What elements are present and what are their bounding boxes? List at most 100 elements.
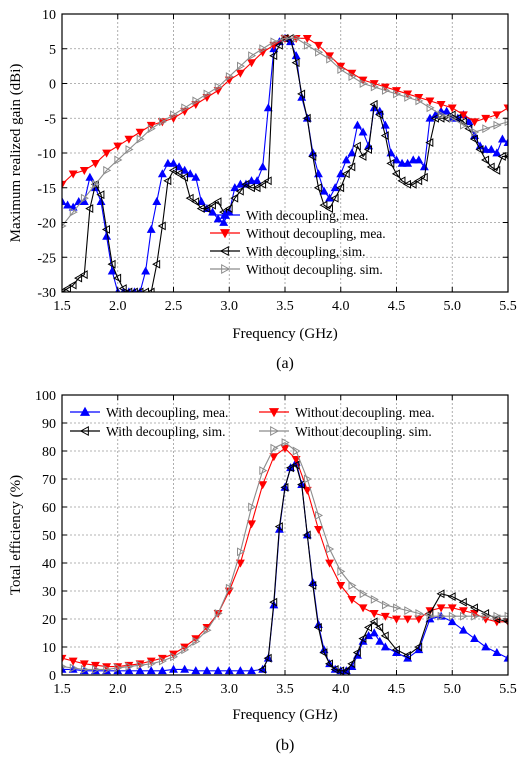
data-point [62, 284, 71, 292]
data-point [103, 165, 112, 175]
legend-label: With decoupling, mea. [106, 405, 228, 420]
data-point [369, 610, 379, 619]
data-point [259, 44, 268, 54]
data-point [437, 110, 446, 120]
data-point [292, 446, 301, 456]
x-tick-label: 4.5 [388, 682, 406, 697]
data-point [302, 34, 312, 43]
y-tick-label: 70 [42, 473, 56, 488]
data-point [414, 615, 424, 624]
data-point [269, 453, 279, 462]
data-point [68, 170, 78, 179]
data-point [330, 664, 339, 674]
data-point [146, 666, 156, 675]
data-point [280, 444, 290, 453]
data-point [157, 169, 167, 178]
legend-label: Without decoupling. mea. [295, 405, 435, 420]
data-point [492, 647, 502, 656]
data-point [163, 158, 173, 167]
data-point [393, 89, 402, 99]
data-point [447, 617, 457, 626]
legend-marker [219, 245, 229, 257]
data-point [141, 266, 151, 275]
data-point [157, 666, 167, 675]
data-point [415, 96, 424, 106]
y-tick-label: 90 [42, 417, 56, 432]
data-point [241, 179, 250, 189]
data-point [397, 158, 407, 167]
data-point [114, 663, 123, 673]
x-tick-label: 1.5 [53, 299, 71, 314]
legend-marker [79, 406, 91, 416]
data-point [326, 54, 335, 64]
legend-label: Without decoupling, mea. [246, 226, 386, 241]
data-point [375, 110, 384, 120]
data-point [471, 611, 480, 621]
data-point [147, 124, 156, 134]
data-point [302, 486, 312, 495]
data-point [469, 134, 478, 144]
data-point [258, 664, 267, 674]
data-point [291, 456, 301, 465]
data-point [503, 104, 508, 113]
data-point [471, 127, 480, 137]
data-point [113, 273, 122, 283]
data-point [341, 666, 350, 675]
data-point [358, 152, 367, 161]
y-axis-label: Maximum realized gain (dBi) [8, 64, 24, 243]
legend-item: With decoupling, mea. [70, 405, 228, 420]
data-point [341, 155, 351, 164]
data-point [85, 204, 94, 214]
data-point [359, 589, 368, 599]
data-point [258, 162, 268, 171]
data-point [147, 659, 156, 669]
data-point [380, 612, 390, 621]
data-point [337, 566, 346, 576]
x-tick-label: 3.0 [221, 299, 239, 314]
data-point [291, 460, 300, 470]
data-point [152, 197, 162, 206]
x-tick-label: 4.0 [332, 299, 350, 314]
data-point [493, 611, 502, 621]
data-point [353, 120, 362, 129]
data-point [129, 287, 138, 292]
legend-label: With decoupling, sim. [246, 244, 365, 259]
data-point [214, 608, 223, 618]
y-tick-label: 20 [42, 613, 56, 628]
data-point [297, 480, 306, 490]
data-point [464, 117, 474, 126]
x-tick-label: 2.5 [165, 299, 183, 314]
data-point [62, 197, 67, 206]
data-point [62, 664, 67, 673]
data-point [96, 190, 105, 200]
data-point [497, 134, 507, 143]
data-point [391, 169, 400, 179]
data-point [503, 137, 508, 146]
data-point [170, 652, 179, 662]
data-point [68, 280, 77, 290]
data-point [370, 594, 379, 604]
data-point [185, 193, 194, 203]
data-point [91, 160, 100, 169]
y-tick-label: 0 [49, 78, 56, 93]
data-point [391, 645, 400, 655]
y-tick-label: -25 [37, 251, 56, 266]
data-point [302, 113, 311, 123]
legend-item: Without decoupling. sim. [259, 424, 432, 439]
data-point [270, 37, 279, 47]
chart-panel-a: 1.5 2.0 2.5 3.0 3.5 4.0 4.5 5.0 5.5 -30 -25 -20 -15 -… [8, 8, 517, 372]
data-point [386, 158, 395, 168]
data-point [168, 165, 177, 175]
data-point [101, 225, 110, 234]
data-point [247, 666, 256, 675]
data-point [140, 287, 150, 292]
data-point [225, 583, 234, 593]
data-point [330, 193, 339, 203]
data-point [492, 111, 502, 120]
data-point [252, 183, 261, 193]
data-point [258, 179, 267, 189]
data-point [336, 183, 345, 193]
data-point [448, 611, 457, 621]
data-point [213, 214, 223, 223]
data-point [392, 615, 401, 624]
